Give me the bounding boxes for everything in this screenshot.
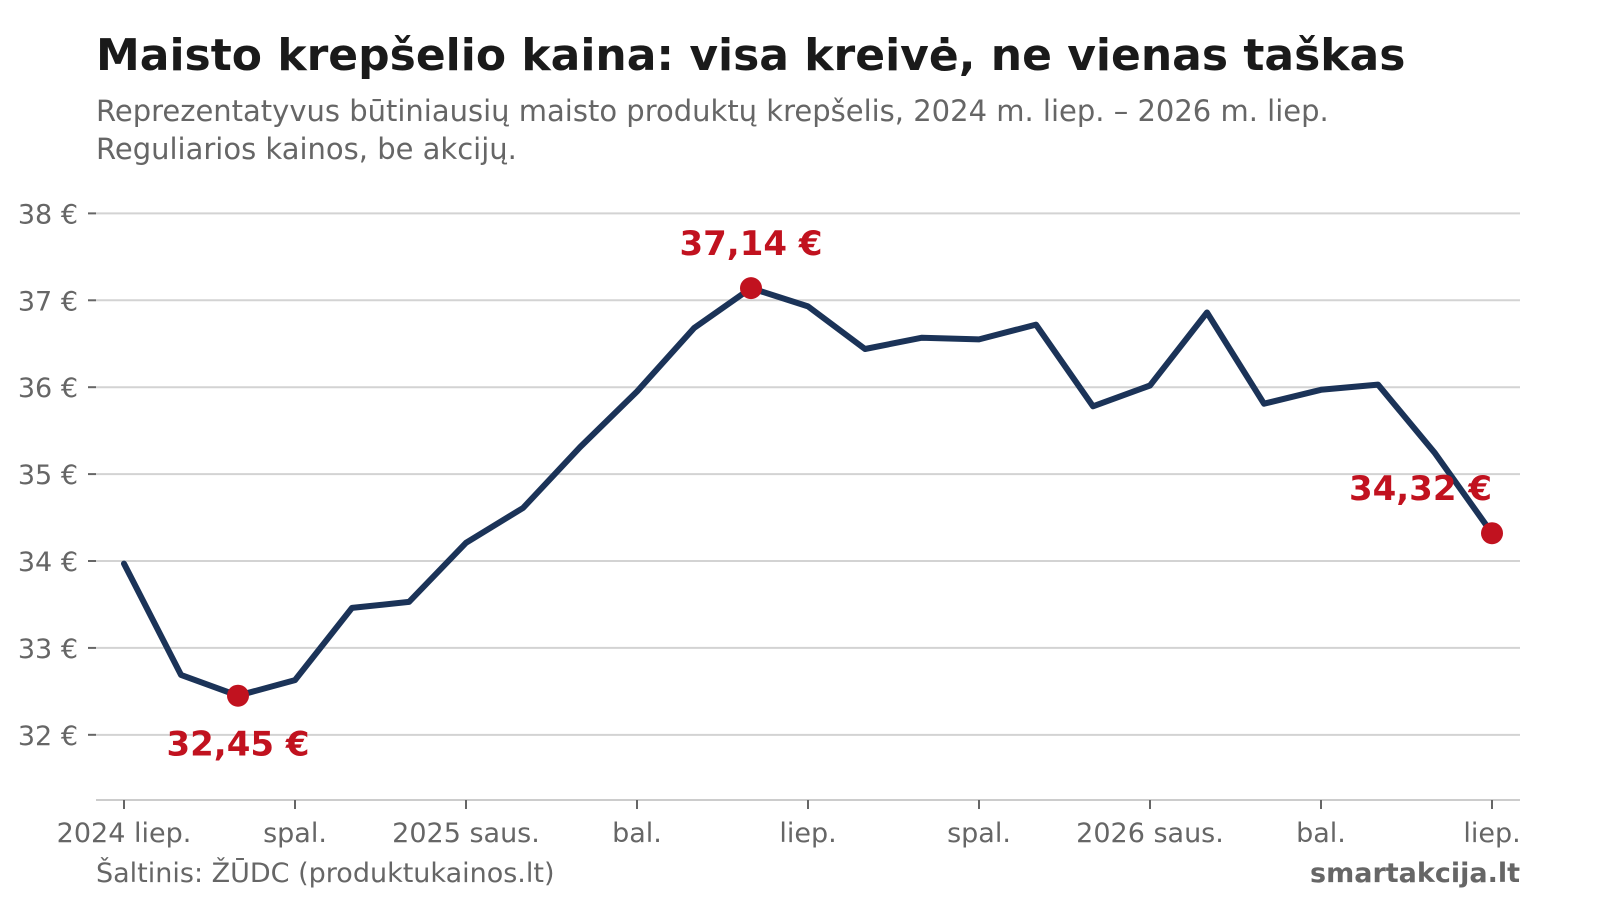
- price-series-line: [121, 285, 1495, 699]
- x-tick-label: spal.: [263, 818, 327, 849]
- y-tick-label: 38 €: [18, 199, 78, 230]
- x-tick-label: spal.: [947, 818, 1011, 849]
- annotation-label: 32,45 €: [166, 725, 309, 765]
- x-tick-label: bal.: [612, 818, 662, 849]
- grid-lines: [96, 212, 1520, 736]
- y-axis: 32 € 33 € 34 € 35 € 36 € 37 € 38 €: [18, 199, 96, 752]
- x-axis: 2024 liep. spal. 2025 saus. bal. liep. spal. 2…: [57, 800, 1521, 849]
- source-note: Šaltinis: ŽŪDC (produktukainos.lt): [96, 858, 555, 889]
- brand-label: smartakcija.lt: [1310, 858, 1520, 889]
- x-tick-label: 2026 saus.: [1076, 818, 1224, 849]
- y-tick-label: 32 €: [18, 721, 78, 752]
- x-tick-label: 2025 saus.: [392, 818, 540, 849]
- highlight-point: [740, 277, 762, 300]
- chart-title: Maisto krepšelio kaina: visa kreivė, ne …: [96, 30, 1406, 81]
- subtitle-line-1: Reprezentatyvus būtiniausių maisto produ…: [96, 94, 1329, 128]
- x-tick-label: liep.: [1463, 818, 1520, 849]
- annotation-label: 37,14 €: [679, 224, 822, 264]
- y-tick-label: 37 €: [18, 286, 78, 317]
- annotation-label: 34,32 €: [1349, 469, 1492, 509]
- y-tick-label: 33 €: [18, 634, 78, 665]
- highlight-point: [1481, 522, 1503, 545]
- y-tick-label: 35 €: [18, 460, 78, 491]
- subtitle-line-2: Reguliarios kainos, be akcijų.: [96, 132, 517, 166]
- highlight-point: [227, 684, 249, 707]
- annotations: 32,45 € 37,14 € 34,32 €: [166, 224, 1503, 765]
- y-tick-label: 34 €: [18, 547, 78, 578]
- y-tick-label: 36 €: [18, 373, 78, 404]
- x-tick-label: liep.: [779, 818, 836, 849]
- x-tick-label: bal.: [1296, 818, 1346, 849]
- chart-subtitle: Reprezentatyvus būtiniausių maisto produ…: [96, 92, 1329, 168]
- x-tick-label: 2024 liep.: [57, 818, 192, 849]
